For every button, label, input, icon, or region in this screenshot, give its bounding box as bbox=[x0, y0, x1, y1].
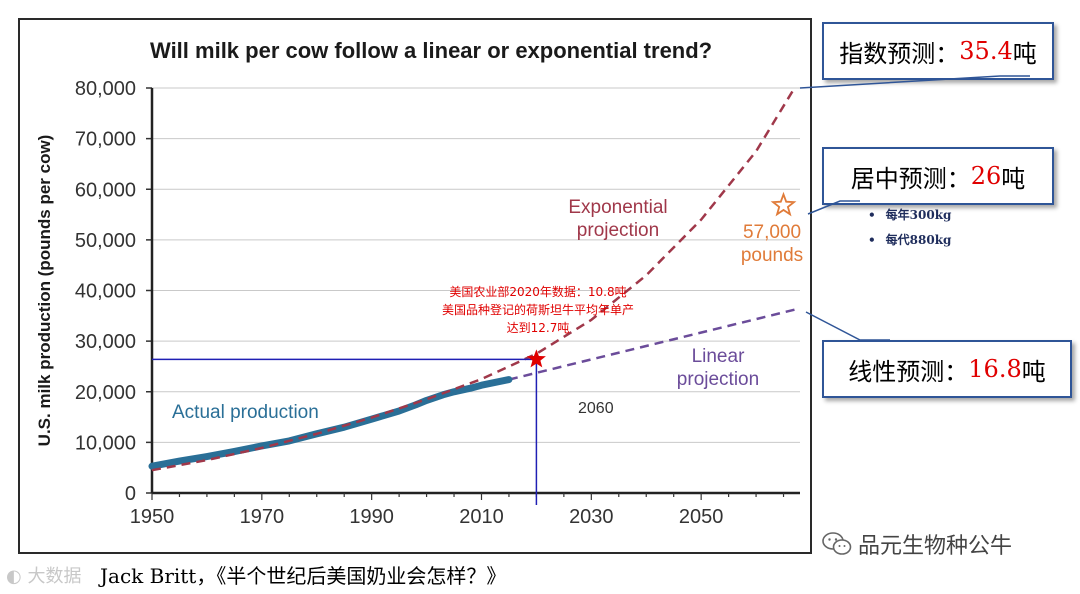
x-tick-label: 1950 bbox=[130, 506, 175, 528]
callout-linear-value: 16.8 bbox=[968, 355, 1022, 383]
callout-linear: 线性预测： 16.8 吨 bbox=[822, 340, 1072, 398]
usda-2020-star-marker bbox=[526, 349, 546, 368]
y-tick-label: 0 bbox=[125, 483, 136, 505]
target-value-line1: 57,000 bbox=[743, 222, 801, 243]
wechat-account-name: 品元生物种公牛 bbox=[858, 534, 1013, 559]
y-tick-label: 80,000 bbox=[75, 78, 136, 100]
wechat-account-mark: 品元生物种公牛 bbox=[822, 528, 1012, 560]
label-exponential-line2: projection bbox=[577, 220, 659, 241]
usda-note-line3: 达到12.7吨 bbox=[507, 321, 570, 335]
label-linear-line1: Linear bbox=[692, 346, 745, 367]
callout-exponential-label: 指数预测： bbox=[839, 39, 960, 68]
x-tick-label: 2030 bbox=[569, 506, 614, 528]
callout-middle-unit: 吨 bbox=[1001, 164, 1026, 193]
y-tick-label: 50,000 bbox=[75, 230, 136, 252]
x-tick-label: 1990 bbox=[349, 506, 394, 528]
target-value-line2: pounds bbox=[741, 245, 803, 266]
bullet-per-year: 每年300kg bbox=[868, 206, 952, 223]
source-citation: Jack Britt，《半个世纪后美国奶业会怎样？》 bbox=[100, 564, 507, 588]
callout-middle-value: 26 bbox=[970, 162, 1002, 190]
label-actual-production: Actual production bbox=[172, 402, 319, 423]
x-tick-label: 2050 bbox=[679, 506, 724, 528]
label-exponential-line1: Exponential bbox=[568, 197, 667, 218]
y-axis-label: U.S. milk production (pounds per cow) bbox=[35, 135, 54, 447]
usda-note-line2: 美国品种登记的荷斯坦牛平均年单产 bbox=[442, 302, 634, 317]
milk-trend-chart: 0 10,000 20,000 30,000 40,000 50,000 60,000 70,… bbox=[35, 38, 803, 528]
chart-title: Will milk per cow follow a linear or exp… bbox=[150, 38, 712, 63]
y-tick-label: 40,000 bbox=[75, 281, 136, 303]
usda-note-line1: 美国农业部2020年数据：10.8吨 bbox=[449, 284, 626, 299]
series-line-exponential-projection bbox=[151, 87, 796, 472]
annotation-2060: 2060 bbox=[578, 400, 614, 417]
target-star-marker bbox=[770, 191, 797, 217]
callout-exponential-unit: 吨 bbox=[1012, 39, 1037, 68]
callout-linear-unit: 吨 bbox=[1021, 357, 1046, 386]
wechat-icon bbox=[822, 532, 852, 555]
bullet-per-generation: 每代880kg bbox=[868, 231, 952, 248]
watermark-icon: ◐ bbox=[6, 566, 22, 587]
callout-exponential-value: 35.4 bbox=[959, 37, 1013, 65]
watermark-text: 大数据 bbox=[27, 566, 82, 587]
y-tick-label: 70,000 bbox=[75, 129, 136, 151]
label-linear-line2: projection bbox=[677, 369, 759, 390]
increment-bullets: 每年300kg 每代880kg bbox=[868, 206, 952, 256]
y-tick-label: 20,000 bbox=[75, 382, 136, 404]
callout-middle-label: 居中预测： bbox=[850, 164, 971, 193]
callout-exponential: 指数预测： 35.4 吨 bbox=[822, 22, 1054, 80]
series-line-actual-production bbox=[148, 376, 513, 470]
series-line-linear-projection bbox=[508, 308, 795, 381]
x-tick-label: 2010 bbox=[459, 506, 504, 528]
y-tick-label: 60,000 bbox=[75, 179, 136, 201]
y-tick-label: 10,000 bbox=[75, 432, 136, 454]
watermark-left: ◐ 大数据 bbox=[6, 562, 81, 588]
callout-linear-label: 线性预测： bbox=[848, 357, 969, 386]
callout-middle: 居中预测： 26 吨 bbox=[822, 147, 1054, 205]
y-tick-label: 30,000 bbox=[75, 331, 136, 353]
chart-frame: 0 10,000 20,000 30,000 40,000 50,000 60,000 70,… bbox=[18, 18, 812, 554]
connector-linear bbox=[805, 311, 890, 341]
x-tick-label: 1970 bbox=[240, 506, 285, 528]
